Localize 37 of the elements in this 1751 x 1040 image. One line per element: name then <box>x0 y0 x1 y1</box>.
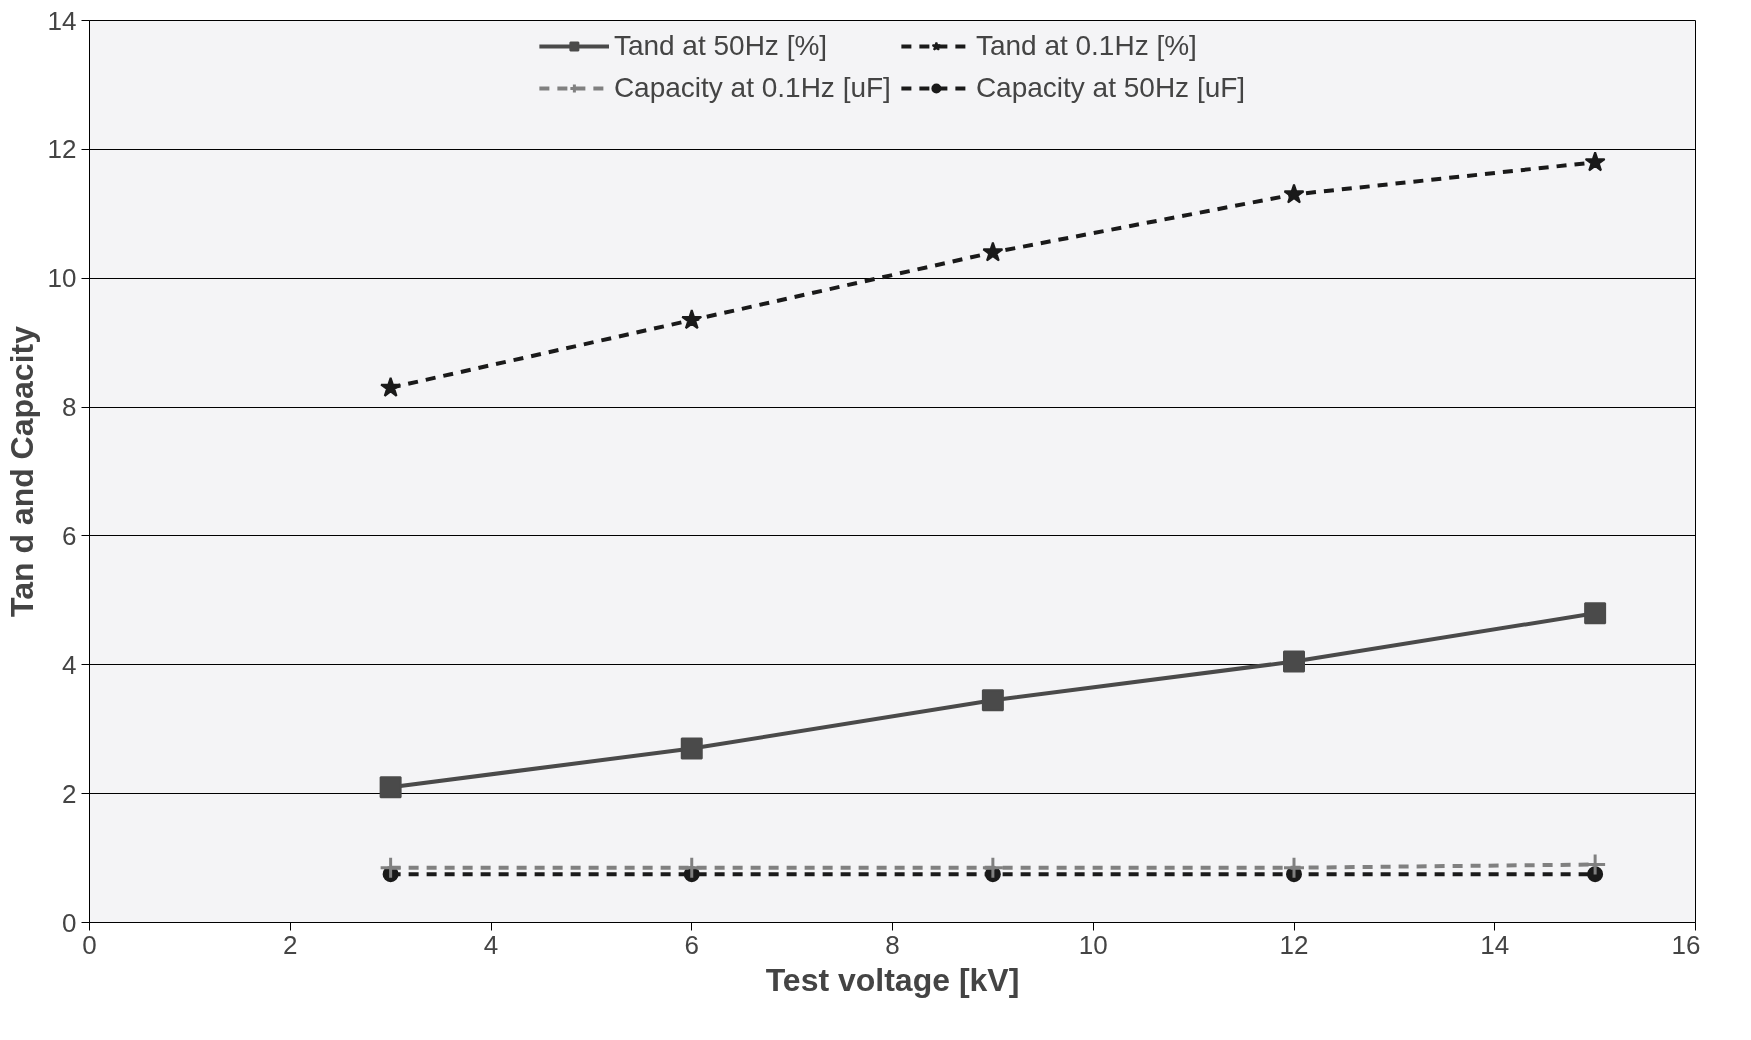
point <box>680 737 703 760</box>
x-tick-label: 8 <box>885 929 900 960</box>
legend-label: Tand at 0.1Hz [%] <box>975 30 1197 62</box>
x-tick-label: 14 <box>1480 929 1510 960</box>
point <box>379 776 402 799</box>
legend-label: Capacity at 50Hz [uF] <box>975 72 1246 104</box>
point <box>681 309 703 330</box>
point <box>981 689 1004 712</box>
point <box>1283 183 1305 204</box>
x-tick-label: 0 <box>82 929 97 960</box>
x-tick-label: 2 <box>283 929 298 960</box>
y-tick-label: 12 <box>47 134 77 165</box>
y-tick-label: 0 <box>62 907 77 938</box>
x-tick-label: 10 <box>1078 929 1108 960</box>
legend-label: Capacity at 0.1Hz [uF] <box>613 72 891 104</box>
point <box>680 856 704 880</box>
y-axis-title: Tan d and Capacity <box>3 325 40 618</box>
x-tick-label: 12 <box>1279 929 1309 960</box>
legend-label: Tand at 50Hz [%] <box>613 30 828 62</box>
y-tick-label: 14 <box>47 5 77 36</box>
y-tick-label: 2 <box>62 778 77 809</box>
x-tick-label: 4 <box>483 929 499 960</box>
y-tick-label: 10 <box>47 263 77 294</box>
y-tick-label: 4 <box>62 649 77 680</box>
x-tick-label: 16 <box>1671 929 1701 960</box>
point <box>982 241 1004 262</box>
point <box>380 376 402 397</box>
point <box>1584 602 1607 625</box>
x-tick-label: 6 <box>684 929 699 960</box>
point <box>1584 151 1606 172</box>
point <box>981 856 1005 880</box>
point <box>1283 650 1305 673</box>
point <box>1282 856 1306 880</box>
y-tick-label: 8 <box>62 392 77 423</box>
point <box>379 856 403 880</box>
x-axis-title: Test voltage [kV] <box>765 961 1020 998</box>
y-tick-label: 6 <box>62 520 77 551</box>
